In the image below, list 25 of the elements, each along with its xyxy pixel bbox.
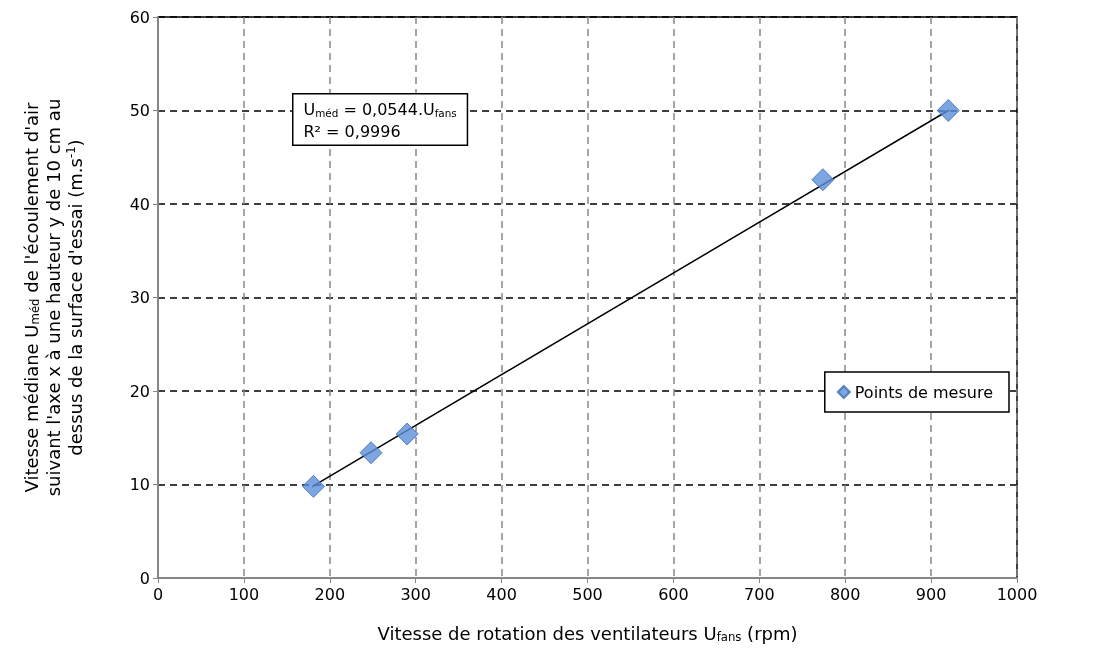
x-tick-label: 1000 <box>996 584 1038 604</box>
x-tick-label: 500 <box>572 584 603 604</box>
x-tick-label: 100 <box>228 584 260 604</box>
x-tick-label: 0 <box>152 584 164 604</box>
point <box>811 168 835 192</box>
x-tick-label: 900 <box>915 584 947 604</box>
point <box>936 99 960 122</box>
x-tick-label: 200 <box>314 584 346 604</box>
x-tick-label: 300 <box>400 584 431 604</box>
legend-label: Points de mesure <box>854 382 994 402</box>
point <box>301 474 325 498</box>
x-tick-label: 700 <box>744 584 775 604</box>
y-tick-label: 10 <box>129 475 150 494</box>
point <box>359 441 383 465</box>
x-tick-label: 800 <box>829 584 861 604</box>
y-tick-label: 60 <box>129 7 150 27</box>
text: Uméd = 0,0544.Ufans R² = 0,9996 <box>303 100 457 141</box>
y-tick-label: 30 <box>129 288 150 307</box>
x-tick-label: 600 <box>658 584 689 604</box>
x-tick-label: 400 <box>486 584 517 604</box>
y-tick-label: 50 <box>129 101 150 120</box>
y-tick-label: 0 <box>139 568 150 588</box>
y-tick-label: 40 <box>129 194 150 214</box>
point <box>395 422 419 446</box>
y-tick-label: 20 <box>129 381 150 401</box>
